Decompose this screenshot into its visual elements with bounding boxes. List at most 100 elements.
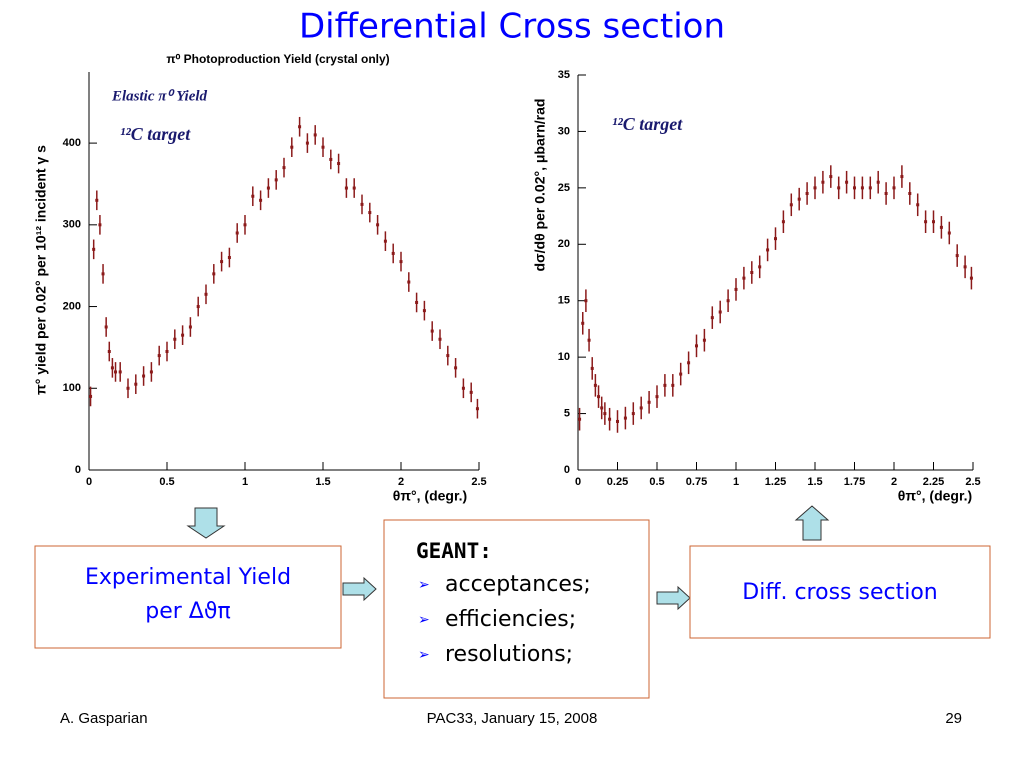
bullet: ➢ (418, 577, 430, 593)
x-tick-label: 1 (242, 476, 248, 488)
data-point (399, 260, 403, 264)
chart-title: π⁰ Photoproduction Yield (crystal only) (166, 52, 389, 66)
x-tick-label: 2.5 (471, 476, 486, 488)
x-tick-label: 1.75 (844, 476, 865, 488)
data-point (251, 194, 255, 198)
data-point (797, 197, 801, 201)
data-point (227, 256, 231, 260)
data-point (813, 186, 817, 190)
data-point (92, 247, 96, 251)
y-axis-label: dσ/dθ per 0.02°, μbarn/rad (532, 99, 548, 272)
data-point (101, 272, 105, 276)
box-text: Diff. cross section (742, 580, 937, 605)
data-point (608, 417, 612, 421)
data-point (726, 299, 730, 303)
y-tick-label: 35 (558, 69, 570, 81)
data-point (742, 276, 746, 280)
footer-author: A. Gasparian (60, 710, 148, 727)
data-point (868, 186, 872, 190)
data-point (212, 272, 216, 276)
data-point (805, 192, 809, 195)
y-tick-label: 20 (558, 238, 570, 250)
data-point (955, 254, 959, 258)
data-point (469, 390, 473, 394)
y-tick-label: 5 (564, 407, 570, 419)
x-tick-label: 0.5 (649, 476, 664, 488)
data-point (196, 305, 200, 309)
data-point (305, 141, 309, 145)
data-point (352, 186, 356, 190)
data-point (750, 271, 754, 274)
data-point (243, 223, 247, 227)
data-point (337, 162, 341, 166)
data-point (702, 338, 706, 342)
data-point (157, 354, 161, 358)
arrow-right (656, 585, 691, 611)
data-point (829, 175, 833, 179)
data-point (853, 186, 856, 190)
data-point (969, 276, 973, 280)
data-point (89, 394, 93, 398)
data-point (639, 406, 643, 410)
data-point (259, 198, 263, 202)
data-point (368, 211, 372, 215)
data-point (165, 349, 169, 353)
data-point (710, 316, 714, 320)
data-point (623, 416, 627, 420)
data-point (415, 300, 419, 304)
data-point (603, 412, 607, 416)
y-tick-label: 0 (564, 464, 570, 476)
x-tick-label: 1.5 (315, 476, 330, 488)
data-point (126, 386, 130, 390)
list-item: acceptances; (445, 572, 591, 597)
data-point (391, 251, 395, 255)
y-tick-label: 30 (558, 125, 570, 137)
data-point (110, 366, 114, 370)
y-tick-label: 200 (63, 300, 81, 312)
data-point (884, 192, 888, 195)
data-point (587, 338, 591, 342)
data-point (932, 220, 935, 224)
data-point (95, 198, 99, 202)
data-point (298, 125, 302, 129)
data-point (766, 248, 770, 252)
data-point (220, 260, 224, 264)
data-point (235, 231, 239, 235)
data-point (461, 386, 465, 390)
data-point (876, 180, 880, 184)
footer-event: PAC33, January 15, 2008 (427, 710, 598, 727)
data-point (134, 382, 138, 386)
data-point (718, 310, 722, 314)
annotation: Elastic π⁰ Yield (111, 88, 208, 104)
data-point (671, 383, 675, 387)
result-box (689, 545, 991, 639)
data-point (188, 325, 192, 329)
data-point (98, 223, 102, 227)
x-tick-label: 0.75 (686, 476, 707, 488)
data-point (655, 395, 659, 399)
annotation: ¹²C target (120, 124, 191, 144)
x-axis-label: θπ°, (degr.) (898, 488, 972, 504)
data-point (383, 239, 387, 243)
data-point (947, 231, 951, 235)
data-point (578, 417, 582, 421)
data-point (344, 186, 348, 190)
data-point (774, 237, 777, 241)
data-point (446, 354, 450, 358)
data-point (789, 203, 793, 207)
data-point (430, 329, 434, 333)
footer-page: 29 (945, 710, 962, 727)
x-tick-label: 1 (733, 476, 739, 488)
data-point (963, 265, 967, 269)
x-tick-label: 0 (86, 476, 92, 488)
arrow-right (342, 576, 377, 602)
data-point (924, 220, 928, 224)
y-tick-label: 0 (75, 464, 81, 476)
x-tick-label: 2 (398, 476, 404, 488)
data-point (422, 309, 426, 313)
data-point (695, 344, 698, 348)
data-point (908, 192, 912, 195)
data-point (104, 325, 108, 329)
data-point (590, 366, 594, 370)
